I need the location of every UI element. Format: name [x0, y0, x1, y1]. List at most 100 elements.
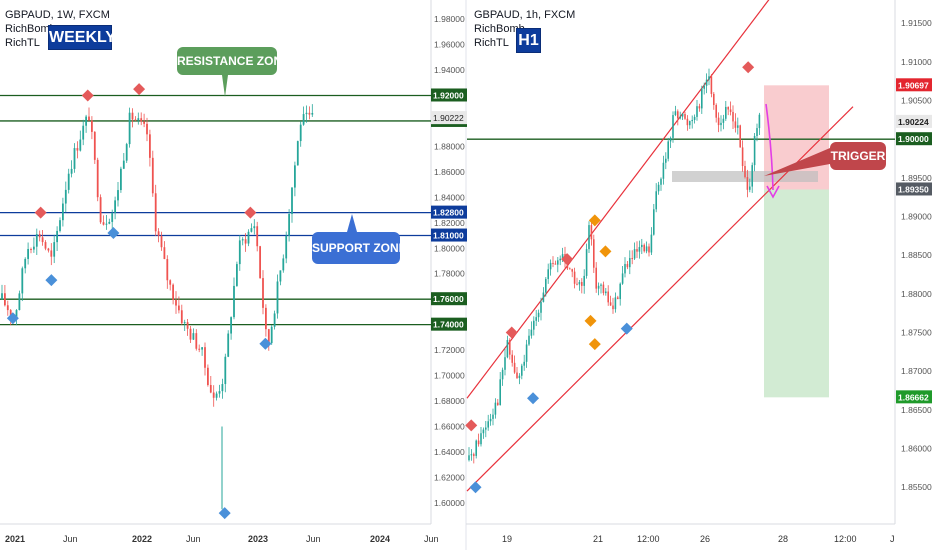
h1-candle-body: [552, 262, 554, 264]
left-y-tick-label: 1.82000: [434, 218, 465, 228]
h1-candle-body: [674, 111, 677, 116]
weekly-candle-body: [73, 148, 76, 169]
weekly-candle-body: [99, 197, 102, 223]
right-panel-title: GBPAUD, 1h, FXCM RichBomb RichTL: [474, 8, 575, 50]
weekly-candle-body: [50, 250, 53, 257]
left-y-tick-label: 1.96000: [434, 40, 465, 50]
level-price-tag-text: 1.82800: [433, 208, 464, 218]
left-y-tick-label: 1.78000: [434, 269, 465, 279]
trigger-callout-pointer: [764, 148, 830, 176]
swing-low-marker: [107, 226, 120, 239]
h1-candle-body: [619, 283, 621, 300]
right-y-tick-label: 1.87000: [901, 366, 932, 376]
weekly-candle-body: [140, 118, 143, 122]
weekly-candle-body: [230, 317, 232, 334]
weekly-candle-body: [296, 141, 299, 166]
h1-candle-body: [480, 433, 482, 445]
weekly-candle-body: [27, 249, 29, 259]
weekly-candle-body: [212, 392, 215, 398]
weekly-candle-body: [93, 131, 96, 160]
swing-low-marker: [469, 481, 482, 494]
h1-candle-body: [677, 111, 679, 119]
weekly-candle-body: [33, 246, 35, 250]
signal-marker: [599, 245, 612, 258]
h1-candle-body: [669, 137, 672, 142]
h1-candle-body: [751, 165, 753, 187]
weekly-candle-body: [108, 221, 111, 224]
swing-low-marker: [259, 337, 272, 350]
weekly-candle-body: [178, 305, 180, 311]
h1-candle-body: [727, 106, 729, 110]
weekly-candle-body: [183, 322, 186, 324]
right-x-tick-label: 21: [593, 534, 603, 544]
weekly-candle-body: [102, 222, 105, 225]
left-x-tick-label: 2023: [248, 534, 268, 544]
swing-high-marker: [465, 419, 478, 432]
weekly-candle-body: [122, 160, 125, 169]
h1-candle-body: [537, 312, 540, 318]
left-x-tick-label: Jun: [186, 534, 201, 544]
h1-candle-body: [533, 320, 535, 330]
h1-candle-body: [607, 291, 609, 303]
level-price-tag: [431, 292, 467, 306]
weekly-candle-body: [76, 148, 79, 151]
h1-candle-body: [691, 119, 693, 122]
h1-candle-body: [482, 429, 485, 434]
h1-candle-body: [693, 116, 696, 120]
weekly-candle-body: [15, 310, 18, 319]
weekly-candle-body: [311, 112, 314, 115]
left-y-tick-label: 1.70000: [434, 371, 465, 381]
right-x-tick-label: 12:00: [834, 534, 857, 544]
weekly-candle-body: [192, 333, 195, 340]
weekly-candle-body: [201, 347, 203, 350]
h1-candle-body: [600, 284, 602, 286]
left-y-tick-label: 1.88000: [434, 141, 465, 151]
swing-low-marker: [218, 507, 231, 520]
weekly-candle-body: [62, 203, 64, 221]
h1-candle-body: [504, 357, 506, 370]
h1-candle-body: [492, 414, 494, 419]
left-y-tick-label: 1.68000: [434, 396, 465, 406]
h1-candle-body: [741, 147, 744, 166]
right-y-tick-label: 1.87500: [901, 328, 932, 338]
right-indicator-richbomb: RichBomb: [474, 23, 525, 35]
swing-low-marker: [45, 274, 58, 287]
weekly-candle-body: [131, 112, 134, 120]
weekly-candle-body: [137, 118, 140, 121]
level-price-tag-text: 1.92000: [433, 90, 464, 100]
h1-candle-body: [621, 273, 624, 284]
right-y-tick-label: 1.85500: [901, 482, 932, 492]
resistance-price-tag: [896, 132, 932, 146]
h1-candle-body: [528, 335, 530, 345]
timeframe-badge-h1: H1: [516, 28, 541, 53]
weekly-candle-body: [233, 285, 235, 318]
h1-candle-body: [617, 297, 619, 300]
h1-candle-body: [653, 209, 655, 235]
h1-candle-body: [753, 136, 756, 166]
weekly-candle-body: [56, 230, 58, 243]
weekly-candle-body: [105, 223, 108, 225]
weekly-candle-body: [64, 189, 67, 204]
level-price-tag-text: 1.81000: [433, 231, 464, 241]
weekly-candle-body: [160, 235, 163, 248]
weekly-candle-body: [18, 293, 21, 311]
h1-candle-body: [489, 418, 492, 422]
left-y-tick-label: 1.98000: [434, 14, 465, 24]
h1-candle-body: [571, 269, 573, 272]
right-x-tick-label: J: [890, 534, 895, 544]
level-price-tag-text: 1.74000: [433, 320, 464, 330]
weekly-candle-body: [111, 212, 114, 222]
h1-candle-body: [485, 427, 487, 430]
h1-candle-body: [473, 454, 475, 456]
h1-candle-body: [494, 402, 497, 415]
h1-candle-body: [631, 258, 633, 260]
projection-arrow-head: [766, 185, 780, 199]
weekly-candle-body: [169, 280, 172, 285]
h1-candle-body: [554, 263, 557, 265]
weekly-candle-body: [149, 134, 151, 158]
right-indicator-richtl: RichTL: [474, 37, 509, 49]
h1-candle-body: [626, 263, 629, 268]
h1-candle-body: [648, 246, 650, 253]
weekly-candle-body: [270, 326, 273, 344]
h1-candle-body: [518, 375, 521, 379]
